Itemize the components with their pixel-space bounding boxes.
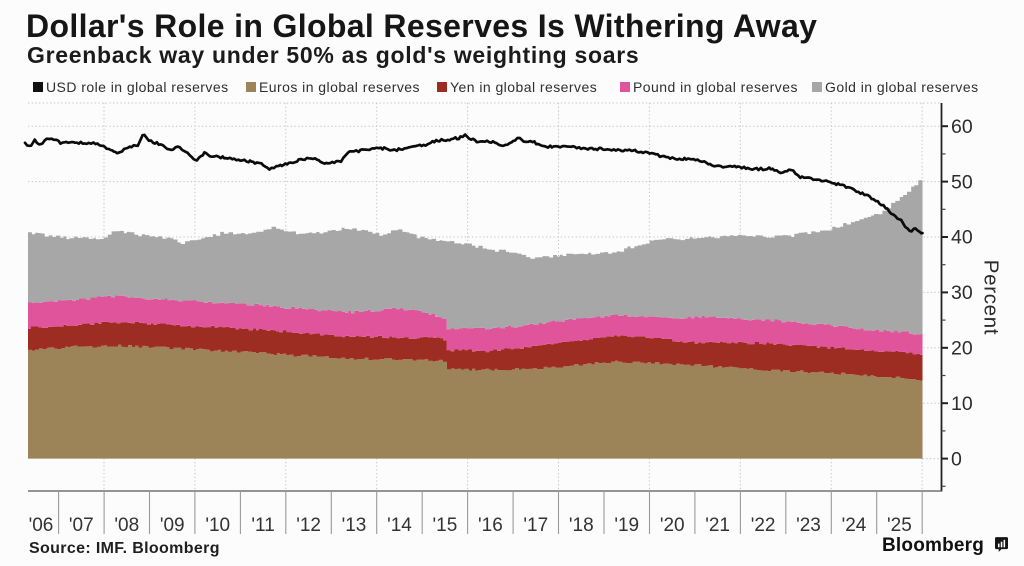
svg-text:'09: '09 (160, 515, 185, 536)
svg-text:'19: '19 (614, 515, 639, 536)
svg-text:'10: '10 (205, 515, 230, 536)
svg-text:50: 50 (951, 171, 973, 193)
svg-text:'14: '14 (387, 515, 412, 536)
svg-text:'11: '11 (251, 515, 274, 536)
svg-text:'17: '17 (523, 515, 548, 536)
svg-text:'20: '20 (660, 515, 685, 536)
svg-text:10: 10 (951, 393, 973, 415)
svg-text:'22: '22 (751, 515, 776, 536)
svg-text:60: 60 (951, 116, 973, 138)
svg-text:'23: '23 (796, 515, 821, 536)
svg-text:'24: '24 (842, 515, 867, 536)
svg-text:30: 30 (951, 282, 973, 304)
svg-text:0: 0 (951, 448, 962, 470)
svg-text:Percent: Percent (980, 260, 1003, 336)
svg-text:'25: '25 (887, 515, 912, 536)
svg-text:'18: '18 (569, 515, 594, 536)
svg-text:'08: '08 (114, 515, 139, 536)
svg-text:'16: '16 (478, 515, 503, 536)
svg-text:'12: '12 (296, 515, 321, 536)
svg-text:'13: '13 (342, 515, 367, 536)
svg-text:'21: '21 (705, 515, 730, 536)
svg-text:20: 20 (951, 338, 973, 360)
svg-text:'07: '07 (69, 515, 94, 536)
svg-text:40: 40 (951, 227, 973, 249)
svg-text:'06: '06 (29, 515, 54, 536)
svg-text:'15: '15 (433, 515, 458, 536)
